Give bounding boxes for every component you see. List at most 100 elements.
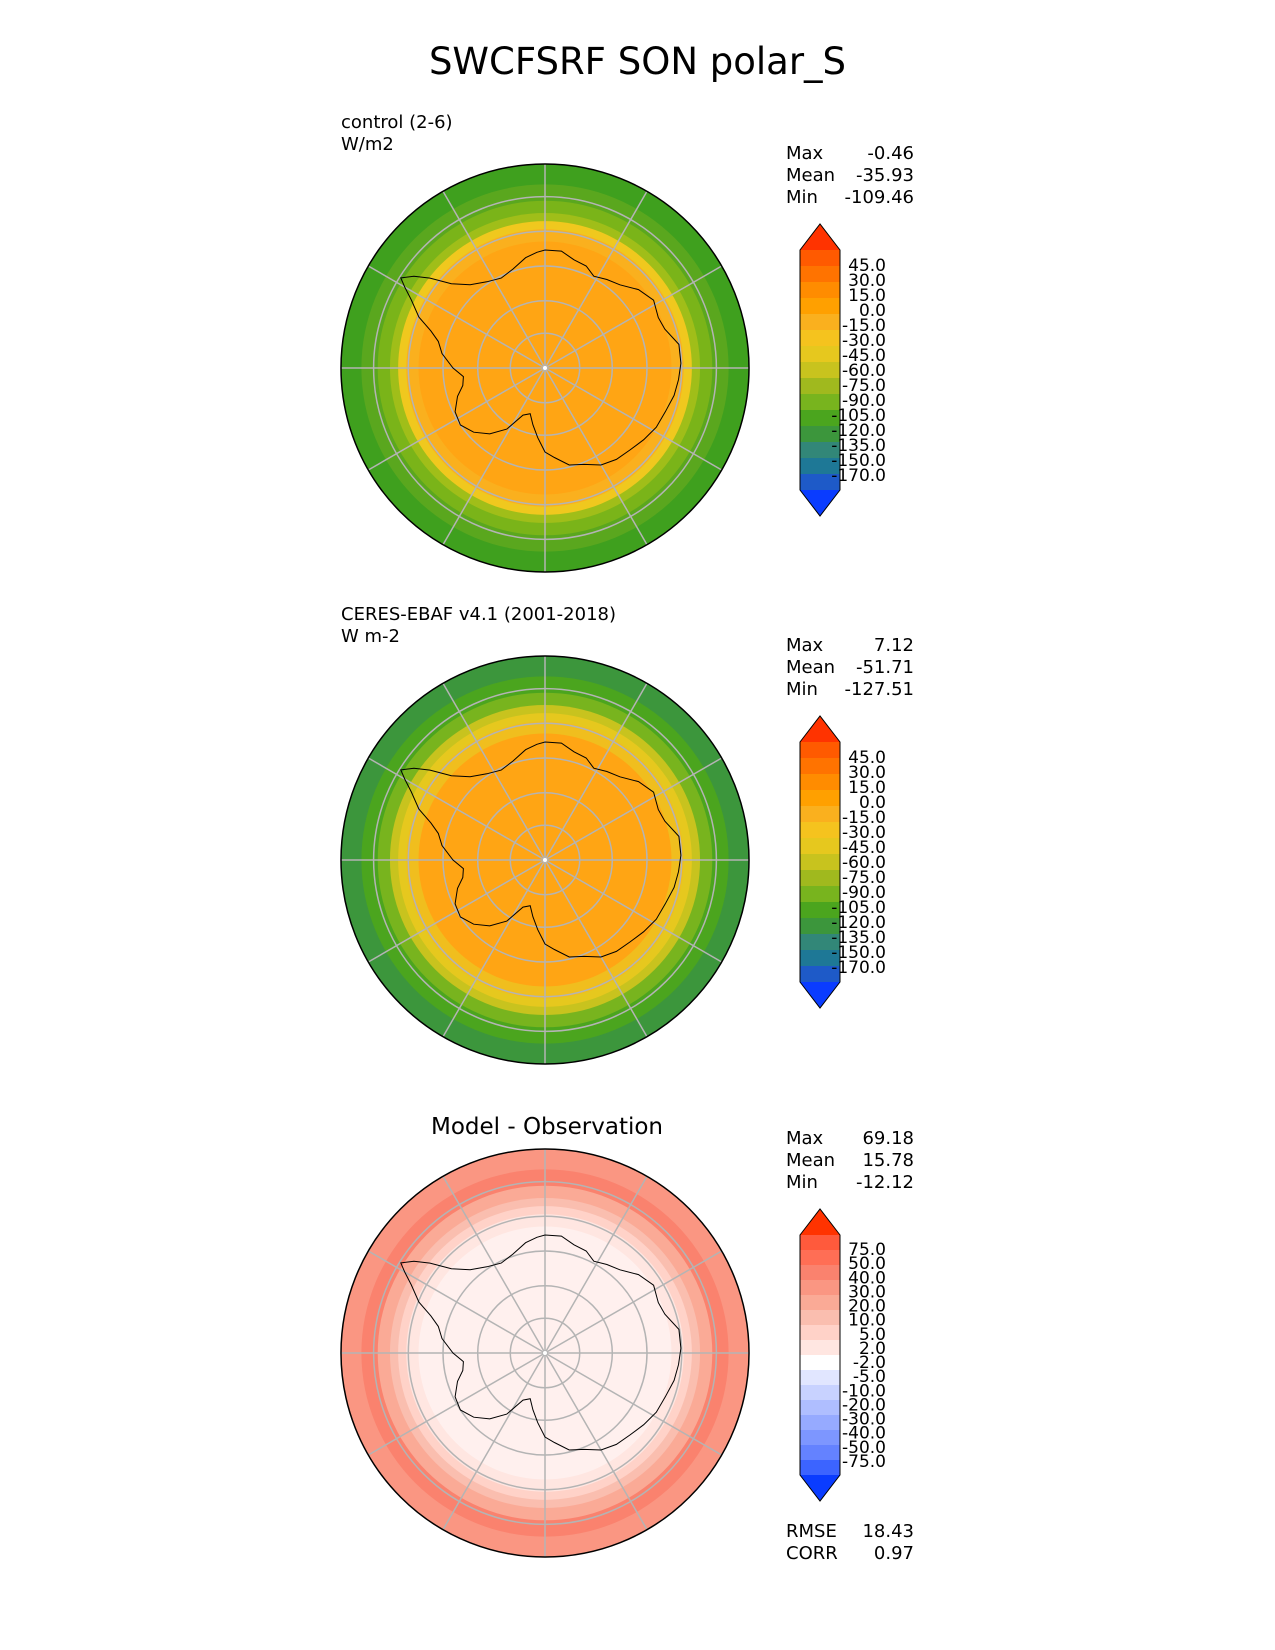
colorbar-swatch bbox=[800, 426, 840, 443]
meridian-line bbox=[442, 859, 546, 1038]
colorbar-tick-label: -50.0 bbox=[842, 1438, 886, 1458]
colorbar-swatch bbox=[800, 250, 840, 267]
colorbar-tick-label: -150.0 bbox=[831, 943, 886, 963]
colorbar-swatch bbox=[800, 1295, 840, 1311]
map-boundary bbox=[340, 655, 750, 1065]
colorbar-tick-label: -105.0 bbox=[831, 898, 886, 918]
polar-map bbox=[340, 655, 750, 1065]
colorbar-swatch bbox=[800, 902, 840, 919]
meridian-line bbox=[367, 1352, 546, 1456]
meridian-line bbox=[544, 682, 648, 861]
colorbar-tick-label: -40.0 bbox=[842, 1424, 886, 1444]
colorbar-swatch bbox=[800, 918, 840, 935]
meridian-line bbox=[544, 859, 648, 1038]
colorbar-tick-label: 45.0 bbox=[848, 256, 886, 276]
meridian-line bbox=[544, 367, 723, 471]
stat-label: Min bbox=[786, 679, 818, 700]
colorbar-tick-label: 40.0 bbox=[848, 1268, 886, 1288]
stat-label: Max bbox=[786, 1128, 824, 1149]
map-boundary bbox=[340, 163, 750, 573]
colorbar-tick-label: 45.0 bbox=[848, 748, 886, 768]
colorbar-tick-label: -45.0 bbox=[842, 346, 886, 366]
colorbar-swatch bbox=[800, 870, 840, 887]
colorbar-tick-label: -90.0 bbox=[842, 883, 886, 903]
stat-value: -51.71 bbox=[855, 657, 914, 678]
stats-box: Max 69.18 Mean 15.78 Min -12.12 bbox=[786, 1128, 914, 1194]
meridian-line bbox=[544, 265, 723, 369]
colorbar-outline bbox=[799, 1208, 841, 1502]
meridian-line bbox=[367, 757, 546, 861]
colorbar-swatch bbox=[800, 1235, 840, 1251]
colorbar-swatch bbox=[800, 1400, 840, 1416]
colorbar-swatch bbox=[800, 1250, 840, 1266]
colorbar-tick-label: 15.0 bbox=[848, 286, 886, 306]
meridian-line bbox=[367, 367, 546, 471]
stat-value: -12.12 bbox=[855, 1172, 914, 1193]
coastline bbox=[400, 1234, 682, 1451]
stat-value: 15.78 bbox=[862, 1150, 914, 1171]
colorbar-swatch bbox=[800, 742, 840, 759]
stat-value: 69.18 bbox=[862, 1128, 914, 1149]
colorbar-swatch bbox=[800, 966, 840, 983]
pole-marker bbox=[543, 366, 547, 370]
metrics-box: RMSE 18.43 CORR 0.97 bbox=[786, 1521, 914, 1565]
map-boundary bbox=[340, 1148, 750, 1558]
colorbar-tick-label: -75.0 bbox=[842, 868, 886, 888]
colorbar-swatch bbox=[800, 458, 840, 475]
colorbar-swatch bbox=[800, 266, 840, 283]
colorbar-tick-label: -20.0 bbox=[842, 1395, 886, 1415]
colorbar-swatch bbox=[800, 838, 840, 855]
colorbar-swatch bbox=[800, 1310, 840, 1326]
metric-value: 18.43 bbox=[862, 1521, 914, 1542]
polar-map bbox=[340, 1148, 750, 1558]
metric-label: CORR bbox=[786, 1543, 838, 1564]
stat-label: Mean bbox=[786, 165, 836, 186]
stat-max: Max 69.18 bbox=[786, 1128, 914, 1150]
colorbar-swatch bbox=[800, 774, 840, 791]
stat-label: Mean bbox=[786, 657, 836, 678]
colorbar-tick-label: 75.0 bbox=[848, 1240, 886, 1260]
colorbar-tick-label: -30.0 bbox=[842, 331, 886, 351]
stat-label: Min bbox=[786, 187, 818, 208]
colorbar-tick-label: -120.0 bbox=[831, 913, 886, 933]
panel-title: Model - Observation bbox=[430, 1114, 664, 1140]
stat-min: Min -127.51 bbox=[786, 679, 914, 701]
colorbar-tick-label: -170.0 bbox=[831, 958, 886, 978]
pole-marker bbox=[543, 858, 547, 862]
meridian-line bbox=[544, 1175, 648, 1354]
stat-mean: Mean -35.93 bbox=[786, 165, 914, 187]
stat-value: -0.46 bbox=[867, 143, 914, 164]
colorbar-swatch bbox=[800, 1430, 840, 1446]
stats-box: Max -0.46 Mean -35.93 Min -109.46 bbox=[786, 143, 914, 209]
panel-label-name: control (2-6) bbox=[341, 112, 453, 133]
meridian-line bbox=[544, 859, 723, 963]
colorbar-extend-top bbox=[800, 224, 840, 250]
colorbar-tick-label: -135.0 bbox=[831, 928, 886, 948]
meridian-line bbox=[544, 1352, 648, 1531]
colorbar-tick-label: -60.0 bbox=[842, 361, 886, 381]
colorbar-swatch bbox=[800, 362, 840, 379]
colorbar-outline bbox=[799, 223, 841, 517]
colorbar-extend-bottom bbox=[800, 1475, 840, 1501]
stat-min: Min -12.12 bbox=[786, 1172, 914, 1194]
colorbar-tick-label: -75.0 bbox=[842, 1452, 886, 1472]
figure-title: SWCFSRF SON polar_S bbox=[428, 40, 847, 83]
colorbar-swatch bbox=[800, 394, 840, 411]
stat-mean: Mean 15.78 bbox=[786, 1150, 914, 1172]
metric-rmse: RMSE 18.43 bbox=[786, 1521, 914, 1543]
colorbar-extend-bottom bbox=[800, 490, 840, 516]
colorbar-tick-label: -15.0 bbox=[842, 808, 886, 828]
meridian-line bbox=[544, 1352, 723, 1456]
colorbar-swatch bbox=[800, 854, 840, 871]
stat-value: 7.12 bbox=[873, 635, 914, 656]
stat-mean: Mean -51.71 bbox=[786, 657, 914, 679]
stat-value: -109.46 bbox=[844, 187, 914, 208]
colorbar-tick-label: -120.0 bbox=[831, 421, 886, 441]
colorbar-extend-bottom bbox=[800, 982, 840, 1008]
meridian-line bbox=[442, 1352, 546, 1531]
colorbar-swatch bbox=[800, 806, 840, 823]
stats-box: Max 7.12 Mean -51.71 Min -127.51 bbox=[786, 635, 914, 701]
stat-max: Max 7.12 bbox=[786, 635, 914, 657]
colorbar-tick-label: 5.0 bbox=[859, 1325, 886, 1345]
colorbar-tick-label: -150.0 bbox=[831, 451, 886, 471]
